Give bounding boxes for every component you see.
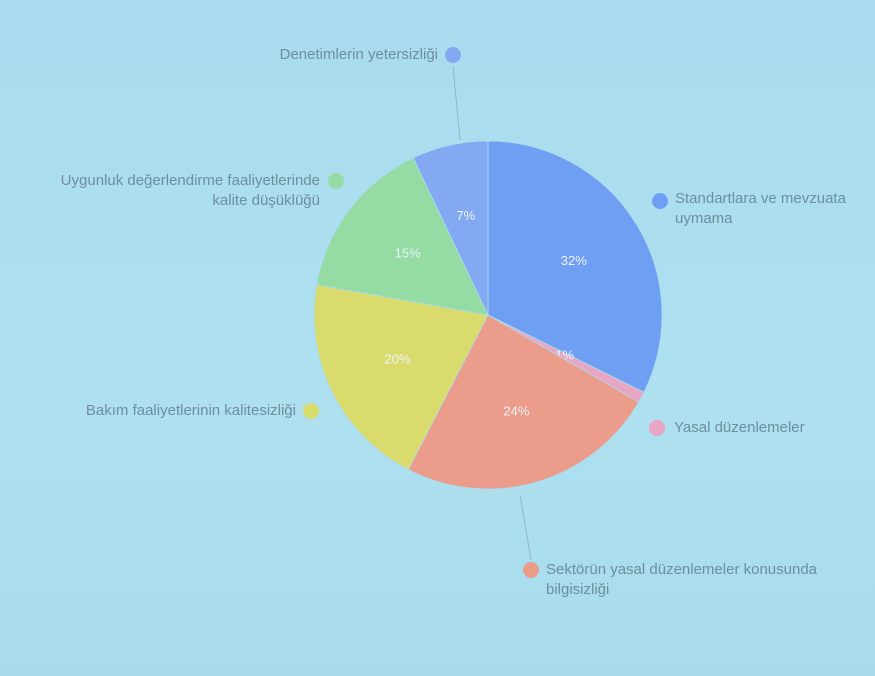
chart: 32%1%24%20%15%7% Standartlara ve mevzuat…	[0, 0, 875, 676]
legend-dot	[649, 420, 665, 436]
legend-dot	[523, 562, 539, 578]
value-label: 32%	[561, 253, 587, 268]
legend-dot	[303, 403, 319, 419]
category-label: Denetimlerin yetersizliği	[178, 45, 438, 65]
value-label: 20%	[385, 351, 411, 366]
value-label: 7%	[456, 208, 475, 223]
category-label: Yasal düzenlemeler	[674, 418, 874, 438]
leader-line	[453, 66, 460, 140]
category-label: Standartlara ve mevzuata uymama	[675, 189, 860, 229]
category-label: Bakım faaliyetlerinin kalitesizliği	[0, 401, 296, 421]
legend-dot	[445, 47, 461, 63]
legend-dot	[652, 193, 668, 209]
value-label: 15%	[395, 245, 421, 260]
category-label: Sektörün yasal düzenlemeler konusunda bi…	[546, 560, 836, 600]
leader-line	[520, 495, 531, 560]
legend-dot	[328, 173, 344, 189]
value-label: 24%	[503, 403, 529, 418]
category-label: Uygunluk değerlendirme faaliyetlerinde k…	[30, 171, 320, 211]
